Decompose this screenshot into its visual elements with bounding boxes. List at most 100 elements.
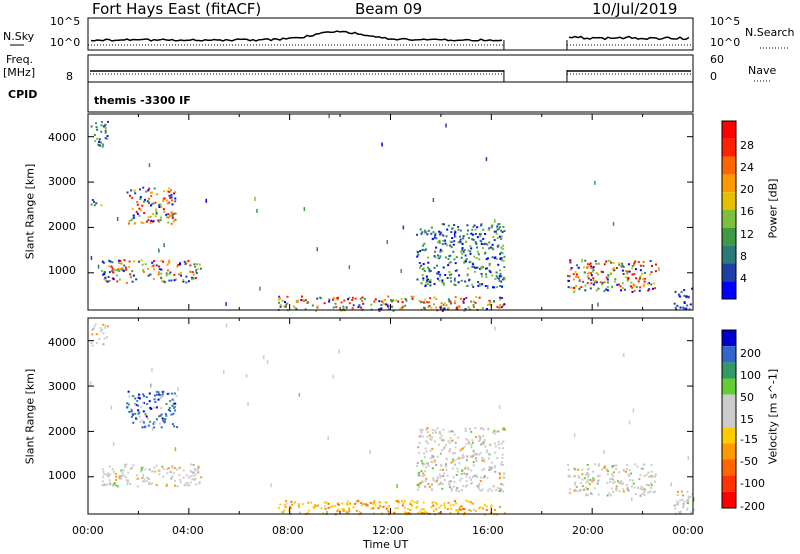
power-cell <box>619 285 622 288</box>
power-cell <box>110 265 113 268</box>
vel-cell <box>356 499 359 502</box>
vel-cell <box>482 443 485 446</box>
vel-cell <box>687 497 690 500</box>
power-cell <box>621 287 624 290</box>
power-cell <box>633 273 636 276</box>
vel-cell <box>436 478 439 481</box>
vel-cell <box>589 492 592 495</box>
power-cell <box>380 307 383 310</box>
vel-cell <box>439 482 442 485</box>
power-cell <box>448 273 451 276</box>
vel-cell <box>396 500 399 503</box>
vel-cell <box>629 478 632 481</box>
vel-cell <box>573 489 576 492</box>
vel-cell <box>643 491 646 493</box>
power-cell <box>495 275 498 278</box>
vel-cell <box>324 505 327 508</box>
vel-cell <box>121 471 124 474</box>
power-cell <box>472 285 475 288</box>
power-cell <box>164 281 167 284</box>
power-cell <box>158 248 160 253</box>
power-cell <box>463 261 466 264</box>
power-cell <box>497 263 500 266</box>
power-cbar-band <box>722 138 736 157</box>
power-cell <box>648 288 651 291</box>
vel-cell <box>575 486 578 488</box>
power-cell <box>419 228 422 231</box>
power-cell <box>286 302 289 305</box>
power-cell <box>382 301 384 304</box>
vel-cell <box>502 483 505 486</box>
vel-cell <box>488 457 490 460</box>
power-cell <box>104 137 107 140</box>
power-cell <box>359 297 362 300</box>
vel-cell <box>466 473 468 476</box>
power-cell <box>580 286 583 288</box>
power-cell <box>165 274 168 277</box>
power-cell <box>590 274 593 277</box>
vel-cell <box>190 470 193 473</box>
power-cell <box>602 271 604 274</box>
power-cell <box>416 255 419 258</box>
vel-cbar-band <box>722 346 736 363</box>
power-cell <box>323 302 326 305</box>
power-cell <box>687 295 690 298</box>
power-cell <box>461 253 464 255</box>
power-cbar-band <box>722 210 736 228</box>
power-cell <box>300 299 303 302</box>
vel-cell <box>166 483 168 486</box>
vel-cell <box>497 490 500 493</box>
power-cell <box>680 291 683 294</box>
power-cell <box>107 275 110 278</box>
vel-cell <box>622 488 625 491</box>
power-cell <box>167 221 170 224</box>
vel-cell <box>482 458 485 461</box>
vel-cell <box>101 468 104 471</box>
vel-cell <box>650 484 653 487</box>
power-cell <box>443 302 446 305</box>
power-cell <box>639 275 642 278</box>
vel-cell <box>462 507 465 510</box>
vel-cell <box>453 433 456 436</box>
power-cell <box>471 265 474 268</box>
power-cell <box>452 250 455 253</box>
power-cell <box>422 248 425 251</box>
vel-cell <box>136 474 139 477</box>
power-cell <box>142 186 145 189</box>
power-cell <box>467 229 469 232</box>
power-cell <box>328 298 331 301</box>
vel-cell <box>144 468 147 471</box>
vel-cell <box>141 426 144 429</box>
vel-cell <box>146 417 149 420</box>
vel-cell <box>155 406 158 409</box>
power-cell <box>116 217 119 221</box>
power-cell <box>141 263 144 266</box>
power-cell <box>491 247 494 250</box>
power-cell <box>454 296 457 298</box>
power-cell <box>381 142 383 147</box>
vel-cell <box>421 512 423 515</box>
power-cbar-28: 28 <box>740 139 754 152</box>
power-cell <box>149 221 152 224</box>
power-cell <box>479 235 482 238</box>
nave-tick-top: 60 <box>710 53 724 66</box>
vel-cell <box>433 440 436 443</box>
vel-cell <box>443 472 445 475</box>
power-cell <box>476 246 478 249</box>
vel-cell <box>462 455 465 458</box>
vel-cell <box>575 489 578 492</box>
power-cell <box>428 281 431 284</box>
vel-cell <box>645 483 648 486</box>
vel-cell <box>677 502 680 505</box>
power-cell <box>153 260 156 262</box>
power-cell <box>485 275 488 278</box>
vel-cell <box>195 483 198 486</box>
vel-cell <box>448 480 451 483</box>
vel-cell <box>425 462 428 465</box>
vel-cell <box>287 509 290 512</box>
power-cell <box>332 306 335 309</box>
vel-cell <box>426 435 429 438</box>
power-cell <box>484 285 487 287</box>
vel-cell <box>443 479 446 481</box>
vel-cell <box>387 510 390 513</box>
